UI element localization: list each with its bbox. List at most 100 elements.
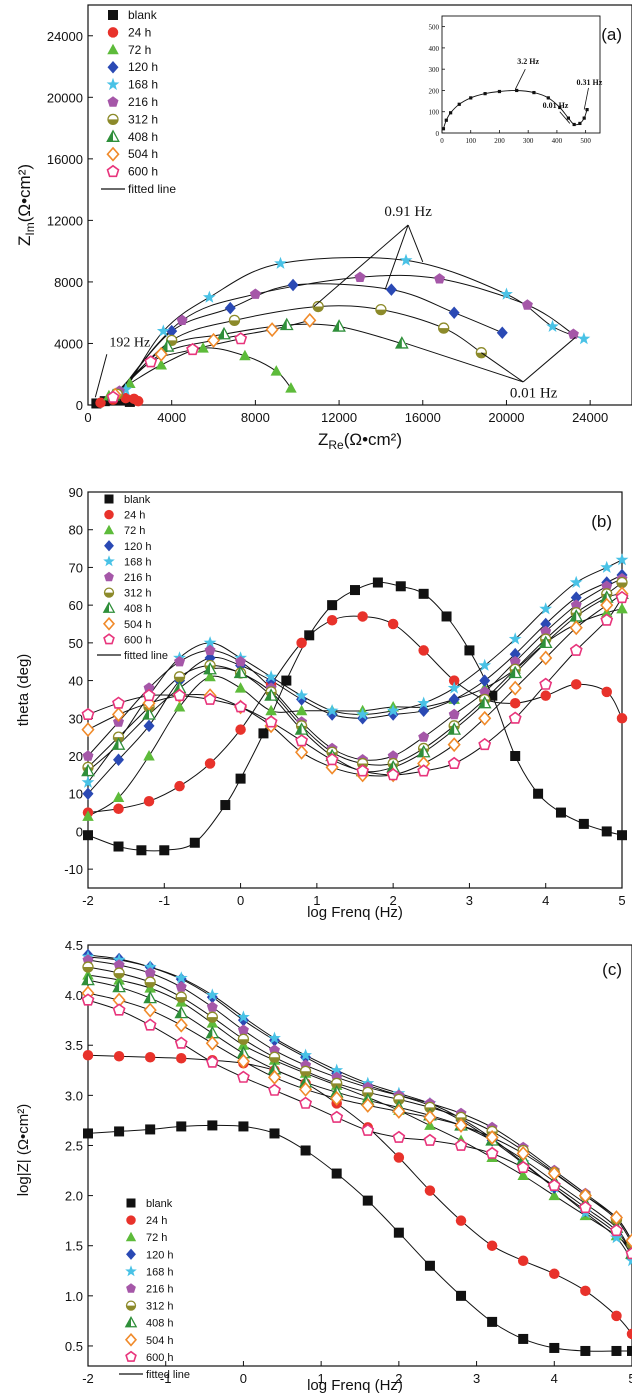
x-tick-label: 0 (237, 893, 244, 908)
x-tick-label: -1 (159, 893, 171, 908)
fitted-line (87, 956, 632, 1262)
data-point (478, 710, 492, 726)
data-point (82, 750, 94, 761)
legend-label: 216 h (124, 572, 152, 584)
data-point (577, 332, 591, 345)
legend-marker-216h (107, 96, 119, 107)
x-tick-label: 24000 (572, 410, 608, 425)
legend-label: 216 h (146, 1284, 174, 1296)
data-point (267, 1061, 282, 1075)
data-point (477, 695, 492, 709)
legend-label: 504 h (124, 619, 152, 631)
legend-marker-216h (126, 1283, 136, 1293)
inset-data-point (449, 111, 453, 115)
legend-label: 120 h (128, 60, 158, 74)
data-point (82, 810, 94, 821)
data-point (479, 674, 491, 687)
data-point (517, 1255, 529, 1266)
legend-item: 72 h (107, 43, 151, 57)
legend-item: 72 h (125, 1231, 167, 1244)
legend-label: 24 h (124, 510, 145, 522)
inset-data-point (566, 116, 570, 120)
data-point (539, 650, 553, 666)
data-point (144, 976, 156, 988)
data-point (540, 617, 552, 631)
legend-marker-72h (125, 1231, 137, 1242)
legend-item: 24 h (104, 510, 145, 522)
x-tick-label: 3 (466, 893, 473, 908)
annotation-arrow (405, 342, 524, 383)
inset-x-tick-label: 100 (465, 137, 476, 145)
data-point (393, 1227, 404, 1238)
data-point (330, 1110, 344, 1123)
legend-item: 600 h (103, 633, 152, 646)
y-tick-label: 3.5 (65, 1038, 83, 1053)
y-tick-label: 0 (76, 398, 83, 413)
y-label-unit: (Ω•cm²) (15, 164, 34, 222)
data-point (174, 1017, 188, 1033)
legend-item: 168 h (103, 555, 152, 568)
data-point (237, 1070, 250, 1083)
data-point (234, 332, 248, 345)
legend-marker-216h (104, 571, 114, 582)
panel-b: -2 -1 0 1 2 3 4 5-100102030405060708090(b)blank… (15, 485, 629, 921)
data-point (82, 961, 94, 973)
legend-label: 504 h (128, 147, 158, 161)
data-point (270, 365, 283, 376)
y-tick-label: 40 (69, 674, 83, 689)
x-label-sub: Re (328, 438, 344, 452)
inset-data-point (578, 121, 582, 126)
series-600h (81, 993, 632, 1260)
x-tick-label: 3 (473, 1371, 480, 1386)
legend-item: 312 h (125, 1300, 174, 1313)
legend-item: 408 h (102, 601, 152, 615)
y-tick-label: 4.0 (65, 988, 83, 1003)
data-point (235, 724, 246, 735)
legend-label: 312 h (146, 1301, 174, 1313)
data-point (228, 314, 241, 327)
data-point (330, 1090, 344, 1106)
data-point (580, 1345, 591, 1356)
data-point (508, 632, 522, 645)
x-tick-label: 16000 (405, 410, 441, 425)
data-point (454, 1138, 468, 1151)
data-point (235, 773, 246, 784)
data-point (234, 682, 247, 693)
data-point (264, 715, 278, 728)
legend-marker-120h (104, 540, 114, 552)
legend-item: fitted line (101, 182, 176, 196)
legend-marker-blank (104, 494, 114, 504)
data-point (625, 1254, 632, 1267)
data-point (106, 390, 120, 403)
legend-label: 120 h (124, 541, 152, 553)
data-point (610, 1230, 623, 1244)
inset-fitted-line (442, 90, 588, 129)
data-point (578, 1200, 592, 1214)
panel-a-frame (87, 4, 632, 406)
legend-label: fitted line (146, 1369, 190, 1381)
x-tick-label: 4 (551, 1371, 558, 1386)
inset-x-tick-label: 300 (523, 137, 534, 145)
legend-marker-600h (106, 164, 120, 178)
inset-data-point (515, 88, 519, 93)
data-point (114, 1126, 125, 1137)
data-point (516, 1160, 530, 1173)
data-point (327, 600, 338, 611)
data-point (173, 700, 186, 712)
data-point (274, 256, 287, 269)
legend-label: 72 h (146, 1232, 167, 1244)
data-point (236, 1045, 251, 1059)
data-point (625, 1247, 632, 1260)
series-216h (82, 573, 628, 765)
panel-c-frame (87, 944, 632, 1367)
data-point (387, 750, 399, 761)
legend-marker-24h (107, 27, 119, 38)
data-point (350, 585, 360, 596)
x-tick-label: 12000 (321, 410, 357, 425)
legend-marker-120h (126, 1248, 136, 1260)
legend-label: 24 h (146, 1215, 167, 1227)
data-point (186, 342, 200, 356)
inset-x-tick-label: 400 (552, 137, 563, 145)
data-point (197, 342, 209, 353)
data-point (82, 1050, 94, 1061)
